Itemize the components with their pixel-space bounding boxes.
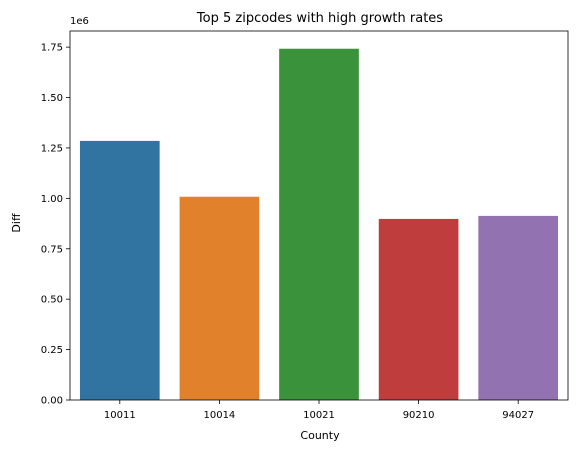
x-ticks-group: 10011 10014 10021 90210 94027	[104, 400, 534, 421]
bar-10014	[180, 197, 260, 400]
bar-94027	[478, 216, 558, 400]
y-tick-label: 1.50	[41, 93, 63, 104]
y-tick-label: 1.75	[41, 43, 63, 54]
bar-90210	[379, 219, 459, 400]
y-tick-label: 0.50	[41, 295, 63, 306]
x-tick-label: 90210	[403, 410, 435, 421]
y-tick-label: 1.00	[41, 194, 63, 205]
y-ticks-group: 0.00 0.25 0.50 0.75 1.00 1.25 1.50 1.75	[41, 43, 70, 407]
bar-10011	[80, 141, 160, 400]
x-tick-label: 10021	[303, 410, 335, 421]
bar-10021	[279, 49, 359, 400]
y-tick-label: 0.25	[41, 345, 63, 356]
y-tick-label: 0.00	[41, 396, 63, 407]
y-offset-label: 1e6	[70, 16, 89, 27]
y-axis-label: Diff	[10, 213, 23, 233]
x-tick-label: 10011	[104, 410, 136, 421]
x-tick-label: 10014	[203, 410, 235, 421]
x-axis-label: County	[300, 429, 340, 442]
y-tick-label: 1.25	[41, 143, 63, 154]
x-tick-label: 94027	[502, 410, 534, 421]
chart-title: Top 5 zipcodes with high growth rates	[196, 11, 443, 26]
y-tick-label: 0.75	[41, 244, 63, 255]
bars-group	[80, 49, 558, 400]
